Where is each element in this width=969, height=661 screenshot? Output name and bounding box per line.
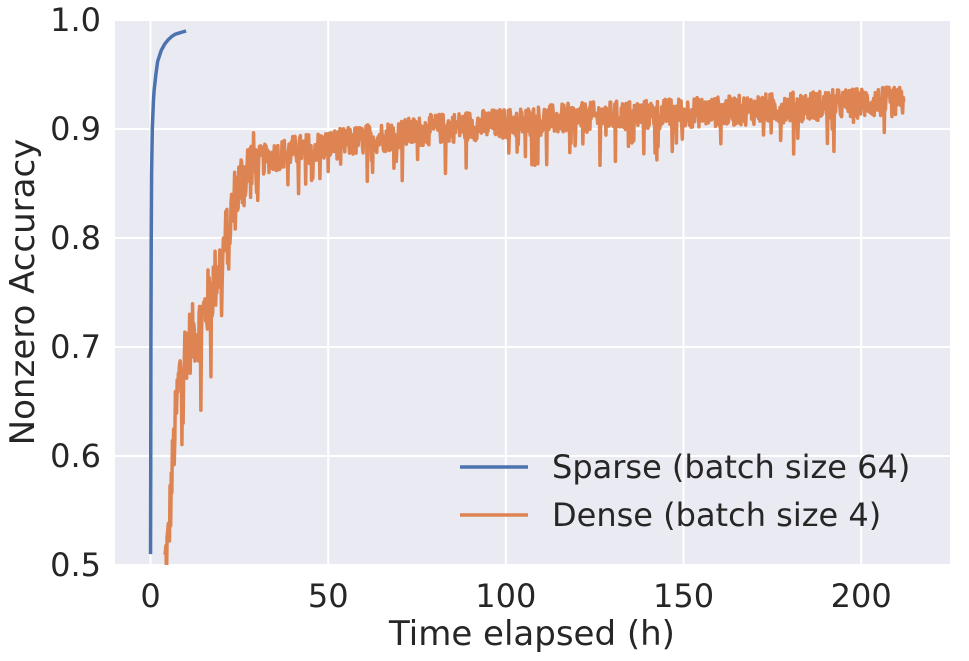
x-tick-label: 100 bbox=[475, 577, 536, 615]
y-tick-label: 0.5 bbox=[50, 546, 101, 584]
series-line-dense bbox=[163, 85, 906, 565]
y-tick-label: 0.7 bbox=[50, 328, 101, 366]
x-axis-label: Time elapsed (h) bbox=[388, 614, 675, 654]
x-tick-label: 200 bbox=[831, 577, 892, 615]
x-tick-labels: 0 50 100 150 200 bbox=[140, 577, 891, 615]
legend-label: Dense (batch size 4) bbox=[552, 496, 881, 534]
series-lines bbox=[148, 29, 906, 565]
legend-label: Sparse (batch size 64) bbox=[552, 448, 910, 486]
y-tick-label: 0.8 bbox=[50, 219, 101, 257]
x-tick-label: 0 bbox=[140, 577, 160, 615]
legend: Sparse (batch size 64) Dense (batch size … bbox=[460, 448, 910, 534]
y-tick-labels: 0.5 0.6 0.7 0.8 0.9 1.0 bbox=[50, 1, 101, 584]
x-tick-label: 50 bbox=[308, 577, 349, 615]
y-tick-label: 0.9 bbox=[50, 110, 101, 148]
y-axis-label: Nonzero Accuracy bbox=[3, 139, 43, 446]
series-line-sparse bbox=[148, 29, 187, 555]
x-tick-label: 150 bbox=[653, 577, 714, 615]
y-tick-label: 0.6 bbox=[50, 437, 101, 475]
y-tick-label: 1.0 bbox=[50, 1, 101, 39]
